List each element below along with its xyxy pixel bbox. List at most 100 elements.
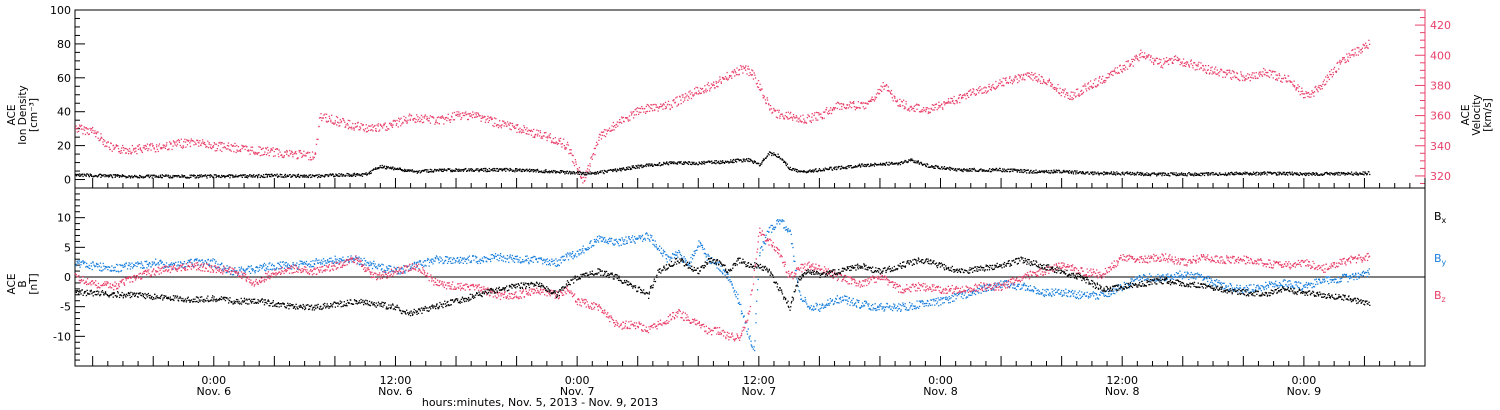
data-point [471,168,474,171]
data-point [604,135,607,138]
data-point [1221,69,1223,71]
data-point [251,268,254,270]
data-point [1188,65,1190,67]
data-point [305,152,307,154]
data-point [224,176,226,179]
data-point [1142,174,1145,177]
data-point [528,171,531,173]
data-point [1304,96,1306,99]
data-point [1251,72,1254,74]
data-point [356,262,359,264]
data-point [883,162,885,165]
data-point [334,175,336,177]
data-point [738,69,740,71]
data-point [991,85,993,87]
data-point [919,162,921,164]
data-point [98,140,100,142]
data-point [829,109,831,111]
data-point [1274,71,1276,73]
data-point [858,164,861,167]
data-point [785,163,787,165]
data-point [839,103,841,105]
data-point [956,168,958,170]
data-point [851,167,853,169]
data-point [1132,65,1134,67]
data-point [669,108,671,110]
data-point [80,128,82,130]
data-point [587,172,589,174]
data-point [253,152,255,155]
data-point [831,109,833,112]
data-point [1268,69,1271,71]
data-point [1238,172,1240,175]
data-point [921,162,923,165]
data-point [1082,173,1084,175]
data-point [533,170,535,172]
data-point [1317,86,1319,88]
data-point [525,168,527,171]
data-point [474,169,476,171]
data-point [1289,172,1291,174]
data-point [966,92,968,94]
data-point [334,258,337,260]
data-point [229,174,231,176]
data-point [720,162,722,164]
data-point [557,142,560,145]
data-point [1069,98,1071,100]
data-point [1144,173,1146,175]
data-point [158,264,160,266]
data-point [1259,73,1262,75]
data-point [259,266,261,268]
data-point [1245,172,1247,174]
data-point [1121,71,1124,73]
data-point [1284,174,1286,176]
data-point [1029,171,1031,173]
data-point [936,165,938,167]
data-point [1294,172,1296,174]
data-point [796,169,798,171]
data-point [795,117,797,119]
data-point [1118,173,1120,175]
data-point [1244,79,1246,81]
data-point [1317,91,1319,93]
data-point [209,146,211,148]
data-point [1055,88,1057,91]
data-point [1244,80,1246,82]
data-point [332,262,335,264]
data-point [128,148,131,150]
data-point [320,174,322,177]
data-point [360,173,362,176]
data-point [431,261,433,263]
data-point [920,111,922,113]
data-point [318,117,321,119]
data-point [686,94,688,96]
data-point [1103,174,1105,176]
data-point [470,170,473,172]
data-point [352,257,355,260]
data-point [905,160,907,162]
data-point [1030,74,1032,76]
data-point [335,115,338,118]
data-point [1280,173,1282,175]
data-point [663,162,665,165]
data-point [914,161,916,164]
data-point [1121,172,1123,174]
data-point [77,262,79,264]
data-point [723,162,726,164]
data-point [92,126,94,129]
data-point [97,266,99,268]
data-point [516,131,518,134]
data-point [802,171,804,173]
data-point [1220,68,1222,70]
data-point [903,161,905,163]
data-point [269,151,271,153]
data-point [378,130,380,132]
data-point [360,257,362,260]
data-point [635,165,637,167]
data-point [296,175,299,178]
data-point [106,145,108,148]
data-point [163,146,165,148]
data-point [383,165,386,167]
data-point [166,175,168,177]
data-point [136,145,139,147]
